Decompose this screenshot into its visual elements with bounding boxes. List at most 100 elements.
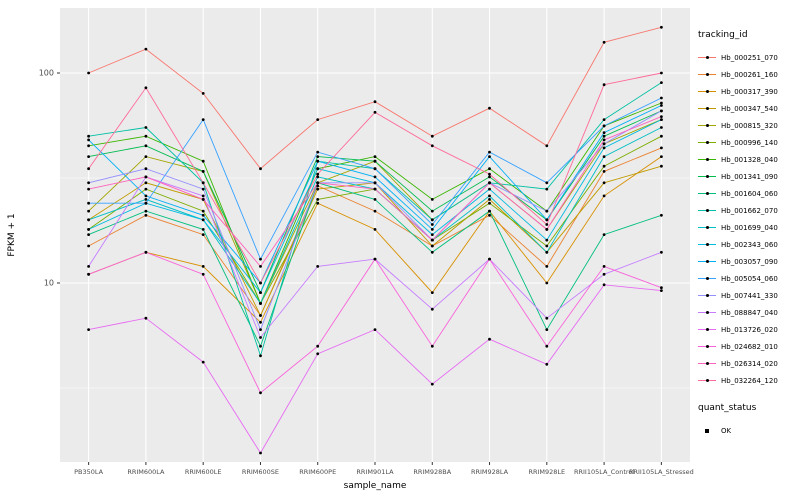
legend-item: Hb_013726_020 — [698, 321, 798, 338]
data-point — [430, 382, 434, 386]
x-tick-label: PB350LA — [74, 468, 104, 476]
data-point — [430, 223, 434, 226]
legend-items: Hb_000251_070 Hb_000261_160 Hb_000317_390 H… — [698, 49, 798, 389]
x-axis-title: sample_name — [344, 481, 407, 491]
data-point — [660, 25, 663, 29]
data-point — [488, 198, 491, 201]
data-point — [144, 187, 148, 191]
data-point — [660, 155, 663, 159]
data-point — [259, 302, 262, 305]
data-point — [259, 391, 262, 395]
data-point — [545, 250, 549, 254]
legend-item: Hb_001604_060 — [698, 185, 798, 202]
legend-item: Hb_003057_090 — [698, 253, 798, 270]
data-point — [488, 187, 491, 191]
data-point — [660, 134, 663, 138]
data-point — [144, 175, 148, 179]
data-point — [373, 155, 377, 159]
data-point — [430, 144, 434, 148]
data-point — [488, 172, 491, 176]
data-point — [144, 167, 148, 171]
legend-item-label: Hb_000996_140 — [721, 138, 778, 147]
x-tick-label: RRIM928LA — [471, 468, 509, 476]
data-point — [259, 344, 262, 348]
data-point — [373, 228, 377, 231]
data-point — [316, 184, 320, 188]
legend-item-label: Hb_024682_010 — [721, 342, 778, 351]
data-point — [373, 198, 377, 201]
y-tick-label: 100 — [39, 69, 54, 78]
data-point — [545, 344, 549, 348]
data-point — [545, 244, 549, 248]
data-point — [144, 181, 148, 185]
legend-item: Hb_001699_040 — [698, 219, 798, 236]
legend-item-label: Hb_026314_020 — [721, 359, 778, 368]
data-point — [144, 126, 148, 129]
data-point — [316, 198, 320, 201]
ok-point-icon — [698, 425, 716, 437]
data-point — [488, 181, 491, 185]
data-point — [259, 257, 262, 261]
data-point — [660, 250, 663, 254]
data-point — [373, 100, 377, 104]
legend-item-label: Hb_001604_060 — [721, 189, 778, 198]
legend-item: Hb_007441_330 — [698, 287, 798, 304]
legend-item: Hb_001662_070 — [698, 202, 798, 219]
data-point — [602, 155, 606, 159]
data-point — [602, 233, 606, 237]
data-point — [602, 134, 606, 138]
legend-item: Hb_001328_040 — [698, 151, 798, 168]
legend-item: Hb_002343_060 — [698, 236, 798, 253]
data-point — [488, 175, 491, 179]
legend-key-icon — [698, 341, 716, 353]
data-point — [144, 134, 148, 138]
data-point — [316, 159, 320, 163]
data-point — [602, 83, 606, 87]
data-point — [201, 209, 205, 213]
legend: tracking_id Hb_000251_070 Hb_000261_160 Hb… — [698, 30, 798, 439]
legend-key-icon — [698, 103, 716, 115]
data-point — [259, 328, 262, 331]
data-point — [660, 289, 663, 292]
data-point — [316, 181, 320, 185]
legend-item-label: Hb_005054_060 — [721, 274, 778, 283]
data-point — [201, 265, 205, 268]
legend-item-label: Hb_001662_070 — [721, 206, 778, 215]
data-point — [660, 213, 663, 217]
data-point — [430, 250, 434, 254]
data-point — [144, 316, 148, 320]
data-point — [430, 233, 434, 237]
legend-item: Hb_000251_070 — [698, 49, 798, 66]
legend-item: Hb_026314_020 — [698, 355, 798, 372]
data-point — [87, 244, 90, 248]
legend-title-quant-status: quant_status — [698, 403, 757, 413]
legend-item: Hb_000347_540 — [698, 100, 798, 117]
x-tick-label: RRII105LA_Control — [574, 468, 634, 476]
legend-key-icon — [698, 154, 716, 166]
data-point — [316, 352, 320, 356]
data-point — [87, 134, 90, 138]
data-point — [316, 150, 320, 154]
data-point — [373, 110, 377, 114]
data-point — [545, 223, 549, 226]
x-tick-label: RRIM901LA — [356, 468, 394, 476]
data-point — [201, 118, 205, 121]
legend-key-icon — [698, 307, 716, 319]
legend-item-label: Hb_000251_070 — [721, 53, 778, 62]
data-point — [602, 124, 606, 128]
data-point — [144, 47, 148, 51]
data-point — [602, 283, 606, 287]
legend-item-label: Hb_000261_160 — [721, 70, 778, 79]
data-point — [373, 175, 377, 179]
data-point — [430, 291, 434, 294]
data-point — [430, 344, 434, 348]
legend-item-label: Hb_013726_020 — [721, 325, 778, 334]
data-point — [430, 134, 434, 138]
data-point — [87, 138, 90, 142]
data-point — [602, 181, 606, 185]
legend-key-icon — [698, 375, 716, 387]
data-point — [316, 118, 320, 121]
data-point — [259, 314, 262, 317]
data-point — [201, 194, 205, 198]
